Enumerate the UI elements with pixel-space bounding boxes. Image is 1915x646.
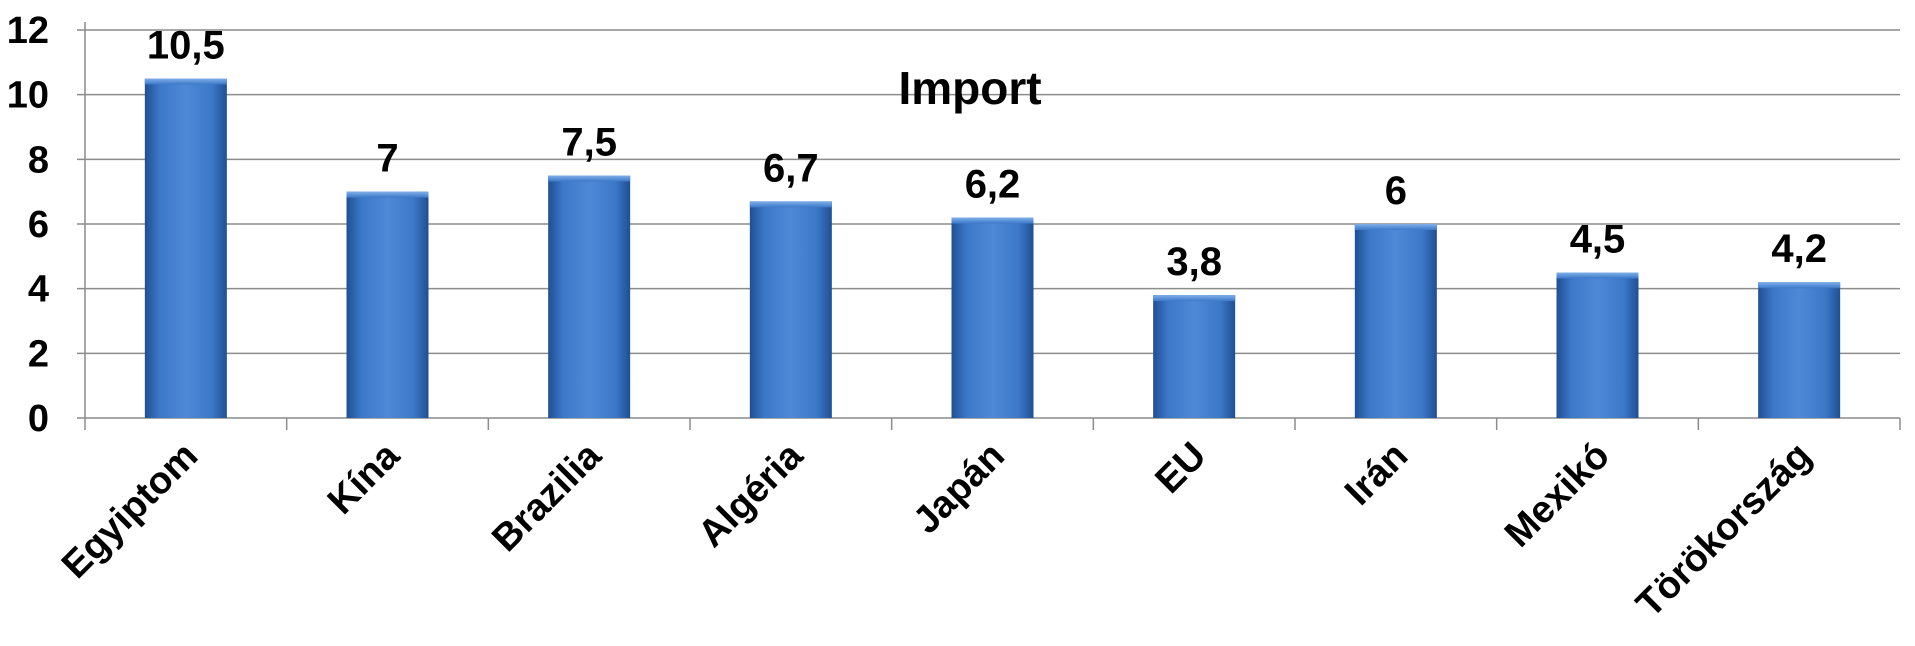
bar-Japán: [952, 218, 1034, 418]
bar-Törökország: [1758, 282, 1840, 418]
data-label: 10,5: [147, 24, 225, 68]
data-label: 4,5: [1570, 218, 1626, 262]
bar: [1557, 273, 1639, 419]
bar-Brazilia: [548, 176, 630, 419]
category-label: Brazilia: [484, 434, 610, 560]
data-label: 7,5: [561, 121, 617, 165]
category-label: EU: [1147, 435, 1214, 502]
bar-Irán: [1355, 224, 1437, 418]
bar-Egyiptom: [145, 79, 227, 419]
bar: [347, 192, 429, 418]
bar: [952, 218, 1034, 418]
category-label: Japán: [906, 435, 1013, 542]
category-label: Törökország: [1629, 435, 1820, 626]
y-tick-label: 12: [7, 10, 49, 52]
bar-top-highlight: [750, 201, 832, 207]
bar: [1355, 224, 1437, 418]
data-label: 7: [376, 137, 398, 181]
y-tick-label: 0: [28, 398, 49, 440]
bar-top-highlight: [1557, 273, 1639, 279]
chart-title: Import: [898, 62, 1041, 114]
bar-Mexikó: [1557, 273, 1639, 419]
bar-top-highlight: [1758, 282, 1840, 288]
data-label: 6: [1385, 169, 1407, 213]
y-tick-label: 10: [7, 75, 49, 117]
bar: [1153, 295, 1235, 418]
y-tick-label: 8: [28, 139, 49, 181]
data-label: 3,8: [1166, 240, 1222, 284]
y-tick-label: 2: [28, 333, 49, 375]
bar-top-highlight: [548, 176, 630, 182]
category-label: Algéria: [690, 434, 811, 555]
y-tick-label: 4: [28, 269, 49, 311]
bar: [1758, 282, 1840, 418]
bar-Kína: [347, 192, 429, 418]
bar-top-highlight: [347, 192, 429, 198]
data-label: 4,2: [1771, 227, 1827, 271]
bar-top-highlight: [145, 79, 227, 85]
category-label: Egyiptom: [54, 435, 206, 587]
category-label: Irán: [1337, 435, 1416, 514]
data-label: 6,7: [763, 146, 819, 190]
bar: [548, 176, 630, 419]
data-label: 6,2: [965, 163, 1021, 207]
y-tick-label: 6: [28, 204, 49, 246]
bar-top-highlight: [952, 218, 1034, 224]
bar-Algéria: [750, 201, 832, 418]
bar-EU: [1153, 295, 1235, 418]
bar-top-highlight: [1153, 295, 1235, 301]
category-label: Kína: [320, 434, 409, 523]
bar: [145, 79, 227, 419]
bar-top-highlight: [1355, 224, 1437, 230]
bar: [750, 201, 832, 418]
category-labels: Egyiptom Kína Brazilia Algéria Japán EU Irán Me…: [54, 434, 1819, 626]
category-label: Mexikó: [1497, 435, 1618, 556]
